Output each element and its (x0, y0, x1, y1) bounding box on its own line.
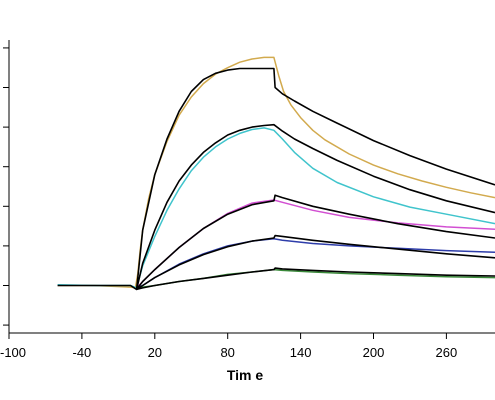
x-tick-label: 20 (148, 345, 162, 360)
plot-series (57, 56, 495, 291)
x-tick-label: -40 (73, 345, 92, 360)
x-tick-label: 260 (436, 345, 458, 360)
x-axis-tick-labels: -100 -40 20 80 140 200 260 (0, 345, 457, 360)
x-tick-label: -100 (0, 345, 26, 360)
x-axis-title: Tim e (227, 367, 264, 383)
x-tick-label: 200 (363, 345, 385, 360)
response-curve (57, 56, 495, 289)
response-curve (136, 268, 495, 289)
fit-curve (57, 67, 495, 291)
response-curve (57, 127, 495, 289)
x-tick-label: 80 (220, 345, 234, 360)
x-tick-label: 140 (290, 345, 312, 360)
y-axis-ticks (3, 47, 9, 326)
fit-curve (135, 123, 495, 290)
fit-curve (135, 194, 495, 290)
fit-curve (136, 234, 495, 291)
fit-curve (136, 267, 495, 291)
x-axis-ticks (8, 333, 447, 339)
